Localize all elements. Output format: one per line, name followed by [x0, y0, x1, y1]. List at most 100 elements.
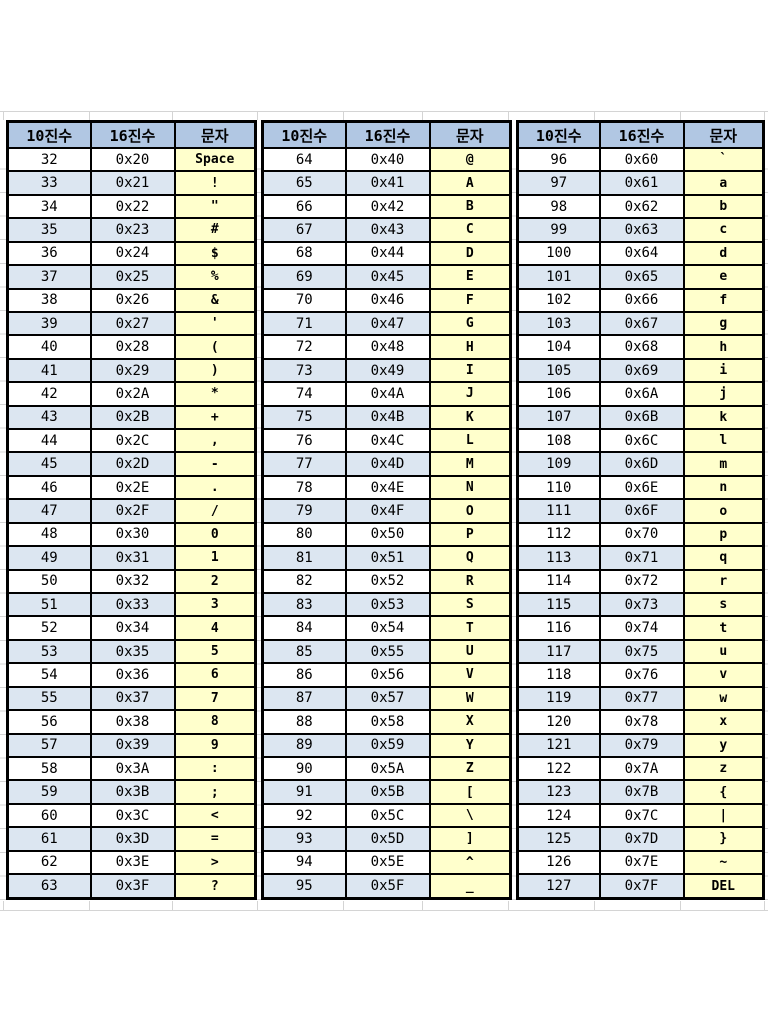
decimal-cell: 85	[261, 638, 347, 665]
decimal-cell: 92	[261, 802, 347, 829]
hex-cell: 0x6F	[598, 498, 685, 524]
decimal-cell: 98	[516, 193, 601, 220]
table-row: 58 0x3A:	[6, 755, 257, 782]
header-row: 10진수 16진수 문자	[261, 120, 512, 149]
char-cell: [	[428, 779, 512, 805]
decimal-cell: 76	[261, 428, 347, 454]
char-cell: _	[428, 873, 512, 900]
decimal-cell: 91	[261, 779, 347, 805]
background-gridline	[172, 901, 173, 910]
hex-cell: 0x3A	[89, 755, 176, 782]
table-row: 117 0x75 u	[516, 638, 765, 665]
hex-cell: 0x78	[598, 709, 685, 735]
background-gridline	[0, 111, 768, 112]
table-row: 44 0x2C,	[6, 428, 257, 454]
ascii-table-32-63: 10진수 16진수 문자 32 0x20 Space 33 0x21! 34 0x22 " 35 0x2…	[6, 120, 257, 900]
hex-cell: 0x41	[344, 170, 431, 196]
hex-cell: 0x30	[89, 521, 176, 548]
table-row: 80 0x50 P	[261, 521, 512, 548]
hex-cell: 0x35	[89, 638, 176, 665]
hex-cell: 0x6B	[598, 404, 685, 431]
hex-cell: 0x71	[598, 545, 685, 571]
char-cell: j	[682, 381, 765, 407]
hex-cell: 0x77	[598, 685, 685, 712]
table-row: 72 0x48 H	[261, 334, 512, 360]
char-cell: A	[428, 170, 512, 196]
char-cell: C	[428, 217, 512, 243]
hex-cell: 0x25	[89, 264, 176, 290]
decimal-cell: 56	[6, 709, 92, 735]
char-cell: %	[173, 264, 257, 290]
table-row: 115 0x73 s	[516, 591, 765, 618]
table-row: 110 0x6E n	[516, 474, 765, 501]
char-cell: h	[682, 334, 765, 360]
char-cell: 4	[173, 615, 257, 641]
char-cell: |	[682, 802, 765, 829]
background-gridline	[0, 146, 6, 900]
table-row: 40 0x28(	[6, 334, 257, 360]
background-gridline	[343, 111, 344, 120]
header-row: 10진수 16진수 문자	[516, 120, 765, 149]
background-gridline	[0, 910, 768, 911]
char-cell: D	[428, 240, 512, 267]
decimal-cell: 119	[516, 685, 601, 712]
hex-cell: 0x7A	[598, 755, 685, 782]
hex-cell: 0x61	[598, 170, 685, 196]
table-row: 39 0x27 '	[6, 310, 257, 337]
decimal-cell: 77	[261, 451, 347, 477]
char-cell: ^	[428, 849, 512, 876]
table-row: 42 0x2A *	[6, 381, 257, 407]
background-gridline	[3, 111, 4, 120]
table-row: 47 0x2F /	[6, 498, 257, 524]
decimal-cell: 51	[6, 591, 92, 618]
decimal-cell: 104	[516, 334, 601, 360]
table-row: 45 0x2D -	[6, 451, 257, 477]
char-cell: d	[682, 240, 765, 267]
decimal-cell: 114	[516, 568, 601, 595]
char-cell: 8	[173, 709, 257, 735]
char-cell: y	[682, 732, 765, 758]
char-cell: M	[428, 451, 512, 477]
decimal-cell: 126	[516, 849, 601, 876]
hex-cell: 0x2D	[89, 451, 176, 477]
hex-cell: 0x3E	[89, 849, 176, 876]
decimal-cell: 75	[261, 404, 347, 431]
decimal-cell: 70	[261, 287, 347, 313]
decimal-cell: 48	[6, 521, 92, 548]
char-cell: U	[428, 638, 512, 665]
decimal-cell: 99	[516, 217, 601, 243]
hex-cell: 0x7C	[598, 802, 685, 829]
char-cell: L	[428, 428, 512, 454]
table-row: 105 0x69 i	[516, 357, 765, 384]
decimal-cell: 101	[516, 264, 601, 290]
table-row: 64 0x40 @	[261, 146, 512, 173]
table-row: 125 0x7D}	[516, 826, 765, 852]
char-cell: W	[428, 685, 512, 712]
table-row: 102 0x66 f	[516, 287, 765, 313]
ascii-table-64-95: 10진수 16진수 문자 64 0x40 @65 0x41 A 66 0x42 B 67 0x43 C 68…	[261, 120, 512, 900]
hex-cell: 0x67	[598, 310, 685, 337]
hex-cell: 0x46	[344, 287, 431, 313]
char-cell: o	[682, 498, 765, 524]
hex-cell: 0x60	[598, 146, 685, 173]
hex-cell: 0x4E	[344, 474, 431, 501]
hex-cell: 0x4F	[344, 498, 431, 524]
decimal-cell: 41	[6, 357, 92, 384]
table-row: 55 0x37 7	[6, 685, 257, 712]
char-cell: i	[682, 357, 765, 384]
hex-cell: 0x44	[344, 240, 431, 267]
hex-cell: 0x6C	[598, 428, 685, 454]
char-cell: 9	[173, 732, 257, 758]
hex-cell: 0x4D	[344, 451, 431, 477]
hex-cell: 0x63	[598, 217, 685, 243]
decimal-cell: 50	[6, 568, 92, 595]
char-cell: &	[173, 287, 257, 313]
decimal-cell: 49	[6, 545, 92, 571]
hex-cell: 0x53	[344, 591, 431, 618]
char-cell: (	[173, 334, 257, 360]
decimal-cell: 113	[516, 545, 601, 571]
decimal-cell: 36	[6, 240, 92, 267]
char-cell: =	[173, 826, 257, 852]
decimal-cell: 124	[516, 802, 601, 829]
decimal-cell: 53	[6, 638, 92, 665]
